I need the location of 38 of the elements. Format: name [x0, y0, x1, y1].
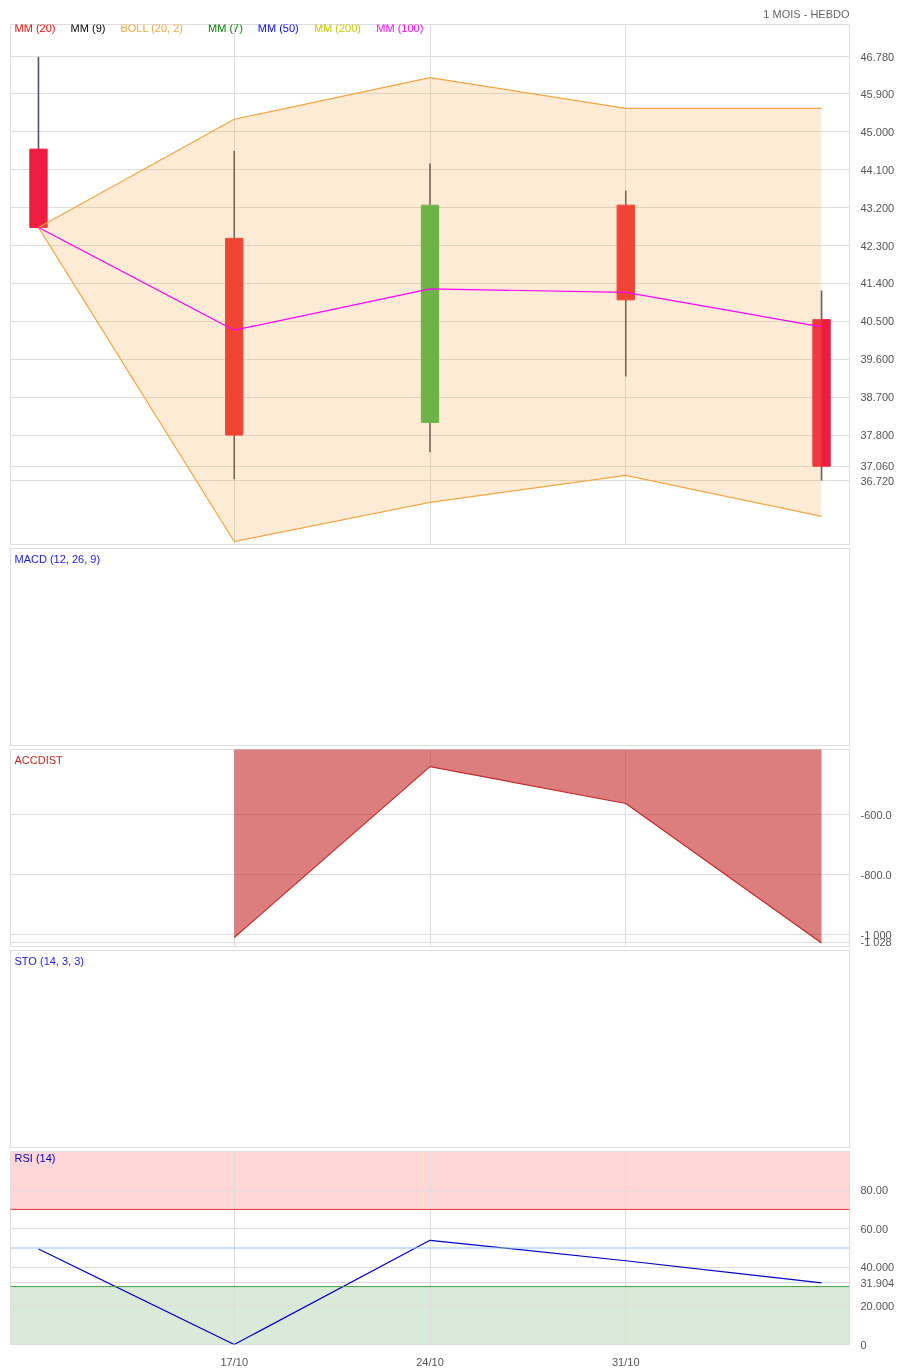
y-tick-label: 36.720	[860, 474, 895, 487]
chart-title: ACCDIST	[14, 753, 64, 766]
x-tick-label: 24/10	[416, 1355, 444, 1368]
legend-label: MM (50)	[257, 21, 299, 34]
chart-subtitle: 1 MOIS - HEBDO	[763, 7, 850, 20]
y-tick-label: 80.00	[860, 1184, 889, 1197]
y-tick-label: -800.0	[860, 868, 892, 881]
chart-title: RSI (14)	[14, 1151, 56, 1164]
y-tick-label: 40.500	[860, 315, 895, 328]
y-tick-label: 39.600	[860, 353, 895, 366]
legend-label: MM (7)	[208, 21, 243, 34]
text: MACD (12, 26, 9)	[14, 552, 101, 565]
y-tick-label: 45.900	[860, 87, 895, 100]
legend-label: MM (9)	[70, 21, 106, 34]
y-tick-label: 37.060	[860, 460, 895, 473]
legend-label: MM (20)	[14, 21, 56, 34]
text: BOLL (20, 2)	[120, 21, 183, 34]
x-tick-label: 31/10	[612, 1355, 640, 1368]
y-tick-label: 0	[860, 1338, 867, 1351]
y-tick-label: 38.700	[860, 391, 895, 404]
y-tick-label: 46.780	[860, 50, 895, 63]
y-tick-label: 20.000	[860, 1299, 895, 1312]
legend-label: MM (200)	[313, 21, 361, 34]
y-tick-label: 45.000	[860, 125, 895, 138]
y-tick-label: 60.00	[860, 1222, 889, 1235]
y-tick-label: 44.100	[860, 163, 895, 176]
y-tick-label: 43.200	[860, 201, 895, 214]
line-series	[37, 226, 823, 331]
text: STO (14, 3, 3)	[14, 954, 84, 967]
line-series	[37, 1239, 823, 1345]
y-tick-label: 31.904	[860, 1276, 895, 1289]
y-tick-label: 37.800	[860, 429, 895, 442]
text: MM (100)	[376, 21, 424, 34]
y-tick-label: -600.0	[860, 808, 892, 821]
y-tick-label: 41.400	[860, 277, 895, 290]
y-tick-label: 40.000	[860, 1261, 895, 1274]
y-tick-label: 42.300	[860, 239, 895, 252]
x-tick-label: 17/10	[220, 1355, 248, 1368]
